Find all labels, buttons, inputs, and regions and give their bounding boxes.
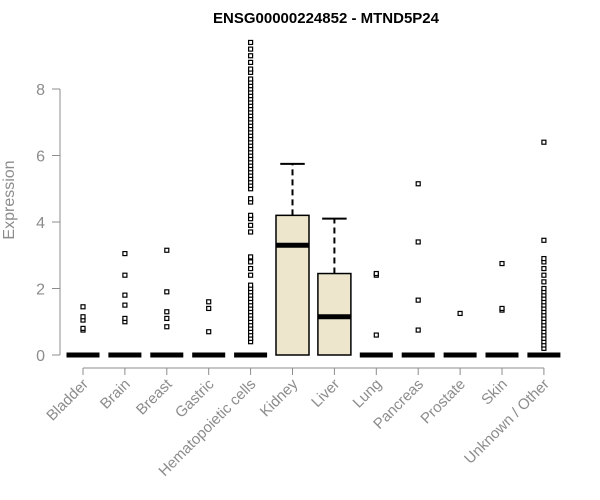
outlier-point xyxy=(248,229,254,235)
box-group xyxy=(485,260,519,358)
outlier-point xyxy=(206,329,212,335)
outlier-point xyxy=(541,285,547,292)
outlier-point xyxy=(122,272,128,278)
x-tick-label: Lung xyxy=(350,376,386,412)
x-tick-label: Skin xyxy=(478,376,511,409)
box-group xyxy=(66,304,100,358)
outlier-point xyxy=(248,254,254,260)
box-group xyxy=(359,270,393,358)
outlier-point xyxy=(373,270,379,277)
box-rect xyxy=(275,214,310,356)
y-tick-label: 6 xyxy=(36,149,45,166)
outlier-point xyxy=(541,272,547,278)
outlier-point xyxy=(415,297,421,303)
outlier-point xyxy=(248,259,254,265)
outlier-point xyxy=(206,299,212,305)
outlier-point xyxy=(541,279,547,285)
box-group xyxy=(192,299,226,358)
x-tick-label: Kidney xyxy=(257,375,302,420)
y-axis: 0 2 4 6 8 xyxy=(36,82,61,365)
outlier-point xyxy=(248,59,254,66)
box-group xyxy=(527,139,561,358)
boxes-group xyxy=(66,39,561,358)
outlier-point xyxy=(248,53,254,59)
outlier-point xyxy=(415,239,421,245)
outlier-point xyxy=(248,196,254,202)
outlier-point xyxy=(499,260,505,267)
outlier-point xyxy=(164,324,170,330)
outlier-point xyxy=(164,247,170,253)
outlier-point xyxy=(122,302,128,308)
y-tick-label: 8 xyxy=(36,82,45,99)
outlier-point xyxy=(248,46,254,52)
outlier-point xyxy=(248,39,254,46)
outlier-point xyxy=(415,181,421,187)
outlier-point xyxy=(206,305,212,312)
x-tick-label: Brain xyxy=(97,376,134,413)
outlier-point xyxy=(248,76,254,82)
outlier-point xyxy=(122,250,128,257)
y-tick-label: 0 xyxy=(36,348,45,365)
outlier-point xyxy=(248,66,254,72)
x-tick-label: Prostate xyxy=(417,376,469,428)
outlier-point xyxy=(541,237,547,243)
y-axis-label: Expression xyxy=(1,160,18,239)
box-group xyxy=(108,250,142,358)
outlier-point xyxy=(415,327,421,333)
box-group xyxy=(443,310,477,358)
box-group xyxy=(317,217,352,356)
box-group xyxy=(401,181,435,358)
outlier-point xyxy=(164,315,170,322)
y-tick-label: 2 xyxy=(36,282,45,299)
box-group xyxy=(150,247,184,358)
outlier-point xyxy=(499,305,505,312)
outlier-point xyxy=(248,222,254,228)
outlier-point xyxy=(541,139,547,145)
box-group xyxy=(234,39,268,358)
x-tick-label: Breast xyxy=(133,375,176,418)
x-tick-label: Liver xyxy=(308,376,343,411)
outlier-point xyxy=(541,255,547,262)
x-axis xyxy=(82,367,545,375)
x-tick-label: Bladder xyxy=(43,376,92,425)
outlier-point xyxy=(541,265,547,272)
outlier-point xyxy=(164,289,170,295)
outlier-point xyxy=(248,265,254,272)
outlier-point xyxy=(457,310,463,317)
outlier-point xyxy=(164,309,170,315)
box-group xyxy=(275,162,310,356)
outlier-point xyxy=(122,315,128,322)
chart-title: ENSG00000224852 - MTND5P24 xyxy=(213,10,440,27)
outlier-point xyxy=(80,325,86,331)
outlier-point xyxy=(248,272,254,278)
outlier-point xyxy=(373,332,379,338)
y-tick-label: 4 xyxy=(36,215,45,232)
outlier-point xyxy=(248,282,254,288)
outlier-point xyxy=(80,304,86,310)
outlier-point xyxy=(122,292,128,298)
outlier-point xyxy=(80,314,86,320)
outlier-point xyxy=(248,212,254,218)
